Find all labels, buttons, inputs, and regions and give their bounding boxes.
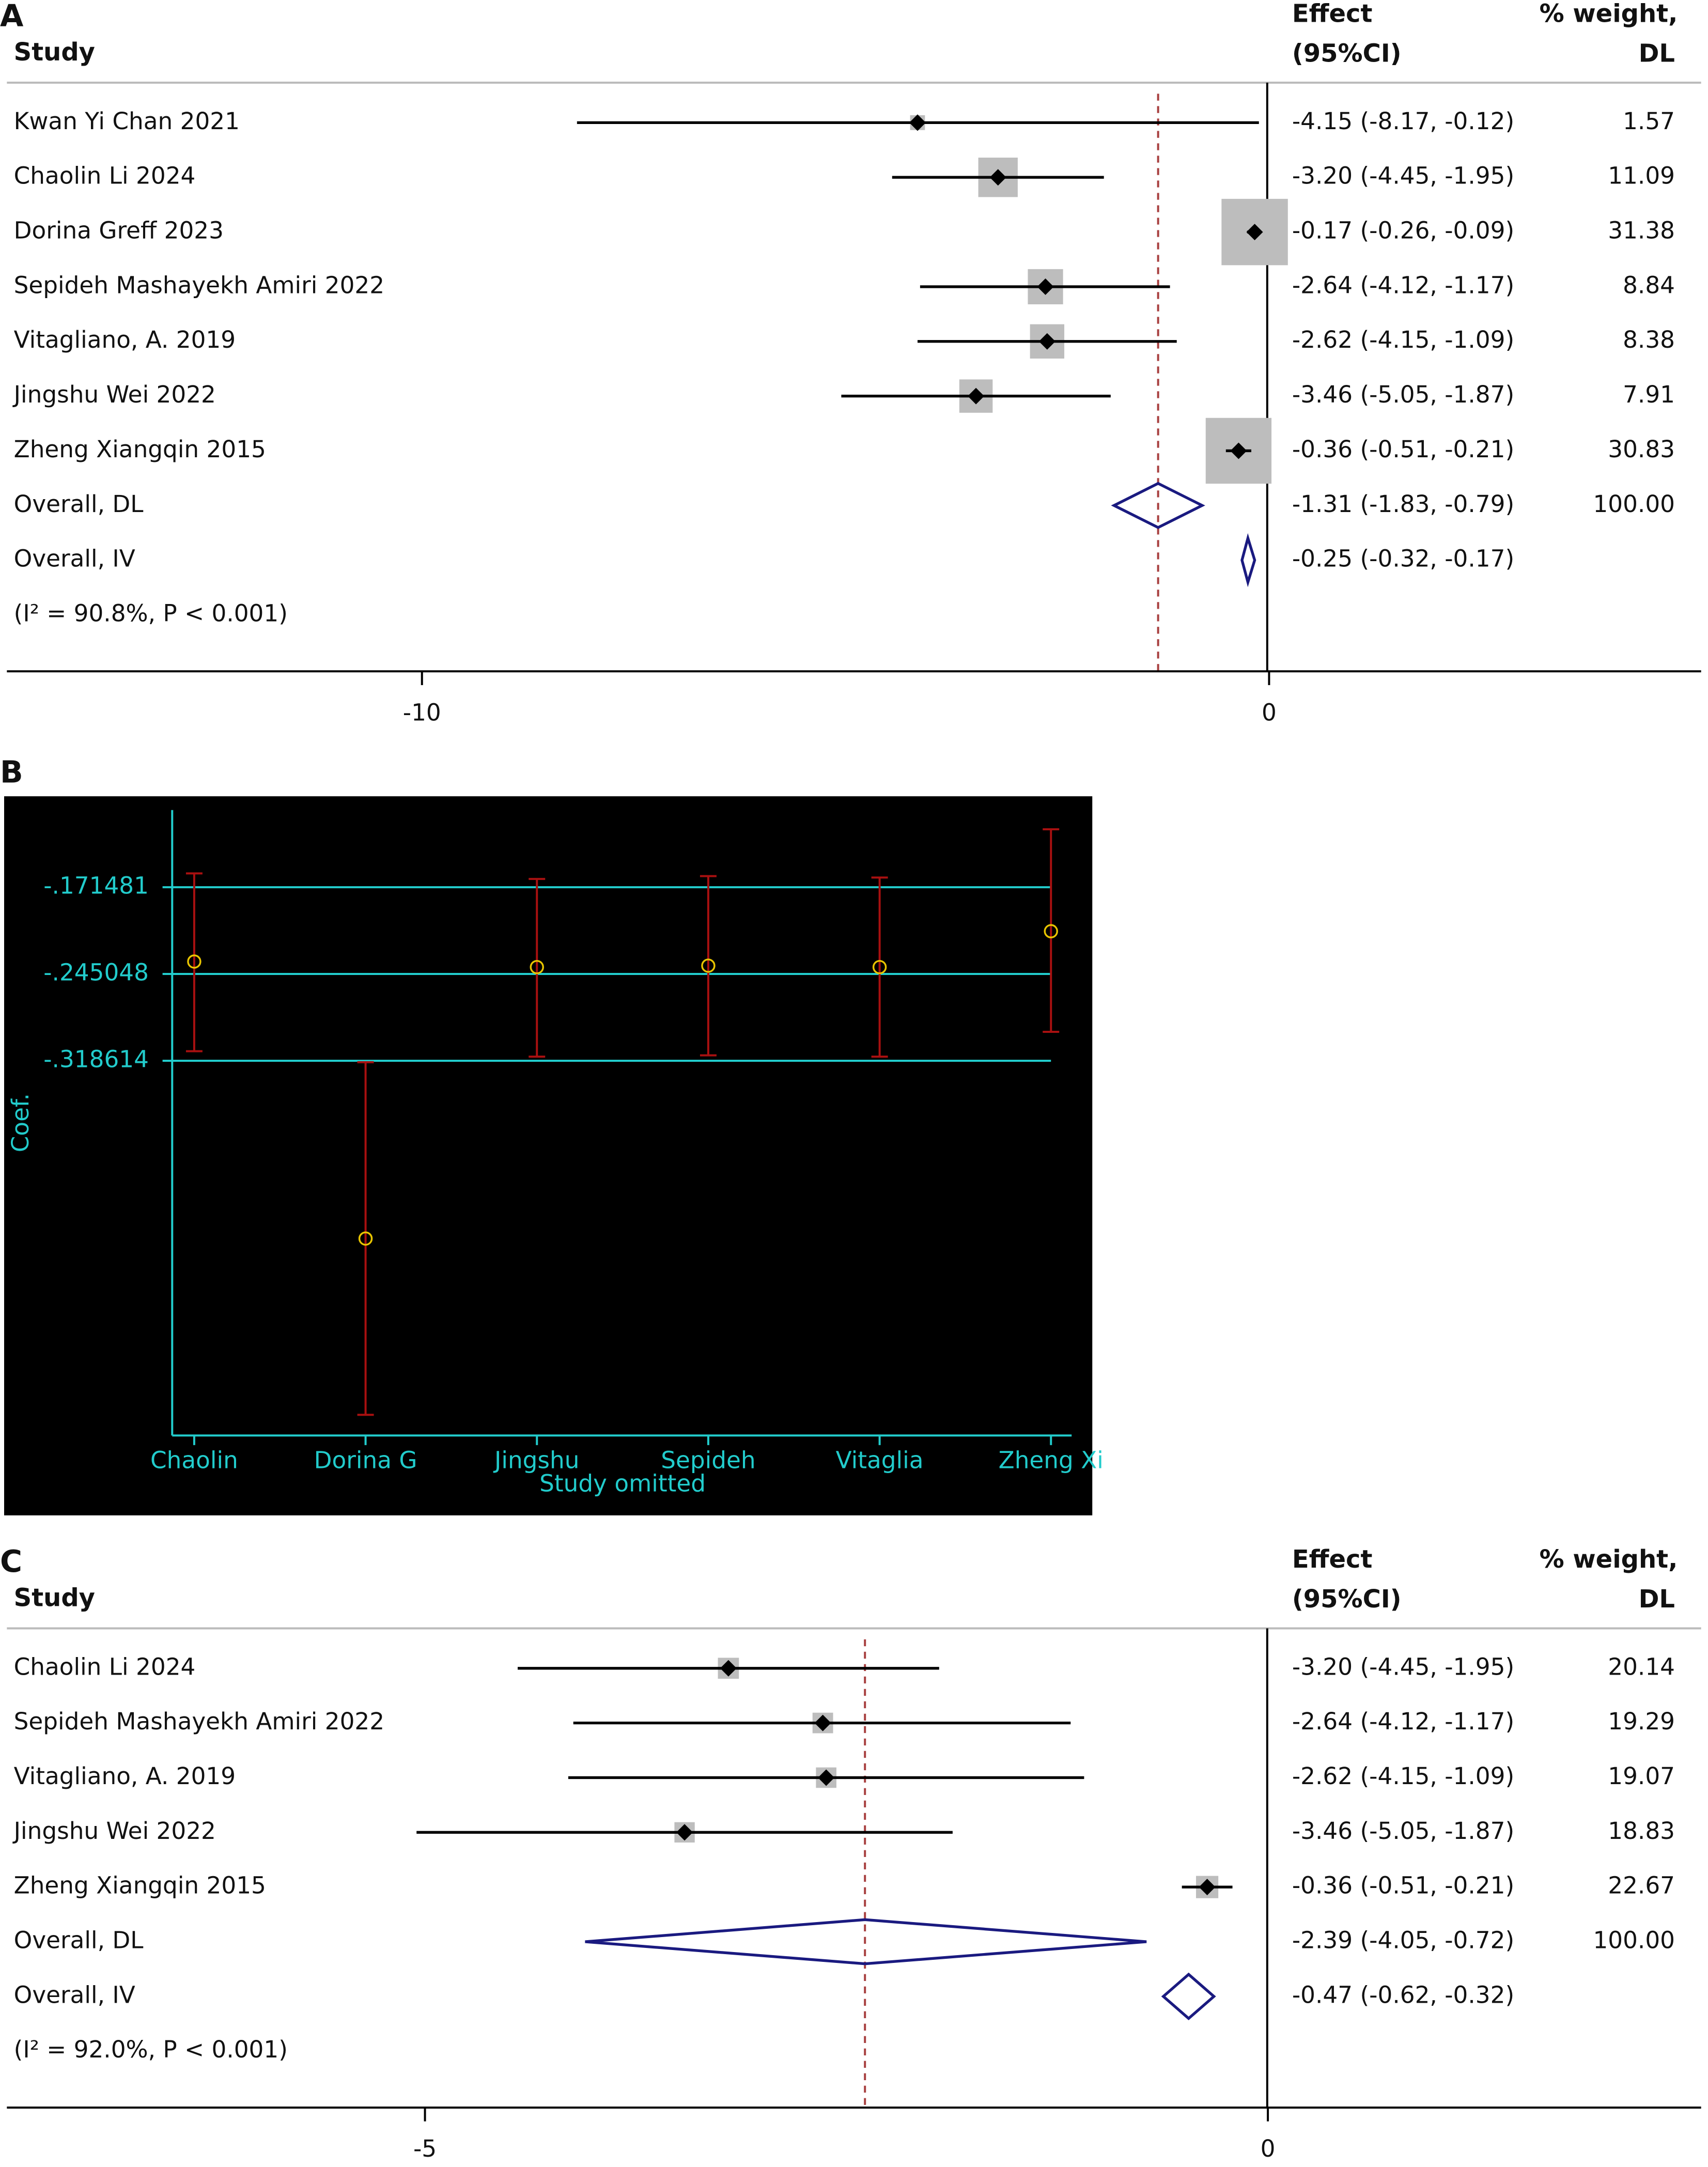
x-tick-label: Dorina G [314,1446,417,1474]
study-name: Sepideh Mashayekh Amiri 2022 [14,271,384,299]
study-name: Chaolin Li 2024 [14,162,196,190]
y-axis-title: Coef. [7,1093,34,1152]
panel-label: C [0,1544,22,1579]
x-tick-label: Vitaglia [836,1446,924,1474]
header-method: DL [1639,39,1675,68]
weight-label: 8.84 [1623,271,1675,299]
weight-label: 22.67 [1608,1872,1675,1899]
y-tick-label: -.318614 [43,1046,149,1073]
weight-label: 19.07 [1608,1762,1675,1790]
header-ci: (95%CI) [1292,39,1402,68]
header-ci: (95%CI) [1292,1585,1402,1614]
effect-label: -4.15 (-8.17, -0.12) [1292,107,1514,135]
effect-label: -2.62 (-4.15, -1.09) [1292,326,1514,353]
weight-label: 11.09 [1608,162,1675,190]
point-estimate [1230,442,1247,459]
point-estimate [720,1660,737,1677]
point [701,958,716,973]
y-tick-label: -.171481 [43,872,149,900]
weight-label: 8.38 [1623,326,1675,353]
study-name: Jingshu Wei 2022 [12,381,216,408]
point-estimate [814,1714,831,1731]
weight-label: 20.14 [1608,1653,1675,1680]
overall-name: Overall, IV [14,1981,135,2008]
point [187,954,201,969]
y-tick-label: -.245048 [43,959,149,986]
x-tick-label: Sepideh [661,1446,755,1474]
x-tick-label: Chaolin [150,1446,238,1474]
weight-label: 31.38 [1608,217,1675,244]
panel-label: A [0,0,24,34]
point [530,959,544,974]
effect-label: -3.46 (-5.05, -1.87) [1292,381,1514,408]
x-axis-title: Study omitted [539,1470,706,1497]
effect-label: -3.46 (-5.05, -1.87) [1292,1817,1514,1845]
point-estimate [989,169,1006,186]
weight-label: 1.57 [1623,107,1675,135]
study-name: Kwan Yi Chan 2021 [14,107,240,135]
effect-label: -3.20 (-4.45, -1.95) [1292,1653,1514,1680]
x-tick-label: Jingshu [493,1446,579,1474]
study-name: Zheng Xiangqin 2015 [14,436,266,463]
study-name: Vitagliano, A. 2019 [14,1762,236,1790]
effect-label: -3.20 (-4.45, -1.95) [1292,162,1514,190]
weight-label: 7.91 [1623,381,1675,408]
effect-label: -2.64 (-4.12, -1.17) [1292,271,1514,299]
effect-label: -0.25 (-0.32, -0.17) [1292,545,1514,572]
overall-name: Overall, IV [14,545,135,572]
point [872,959,887,974]
x-tick-label: -10 [403,699,441,726]
panel-label: B [0,755,23,790]
study-name: Vitagliano, A. 2019 [14,326,236,353]
point [358,1231,373,1246]
point-estimate [818,1769,835,1786]
weight-label: 100.00 [1593,1926,1675,1954]
study-name: Chaolin Li 2024 [14,1653,196,1680]
effect-label: -0.17 (-0.26, -0.09) [1292,217,1514,244]
study-name: Sepideh Mashayekh Amiri 2022 [14,1708,384,1735]
x-tick-label: -5 [413,2135,437,2162]
point-estimate [1246,224,1263,241]
study-name: Jingshu Wei 2022 [12,1817,216,1845]
header-weight: % weight, [1540,0,1678,28]
weight-label: 18.83 [1608,1817,1675,1845]
header-study: Study [14,38,95,67]
header-method: DL [1639,1585,1675,1614]
effect-label: -2.39 (-4.05, -0.72) [1292,1926,1514,1954]
effect-label: -0.36 (-0.51, -0.21) [1292,1872,1514,1899]
pooled-diamond [1161,1972,1216,2021]
x-tick-label: Zheng Xi [999,1446,1104,1474]
effect-label: -2.62 (-4.15, -1.09) [1292,1762,1514,1790]
header-effect: Effect [1292,1545,1373,1574]
point-estimate [1037,278,1054,295]
x-tick-label: 0 [1261,2135,1276,2162]
heterogeneity-note: (I² = 90.8%, P < 0.001) [14,599,288,627]
x-tick-label: 0 [1262,699,1277,726]
study-name: Zheng Xiangqin 2015 [14,1872,266,1899]
heterogeneity-note: (I² = 92.0%, P < 0.001) [14,2036,288,2063]
pooled-diamond [1240,533,1256,587]
point-estimate [909,114,926,131]
weight-label: 19.29 [1608,1708,1675,1735]
weight-label: 100.00 [1593,490,1675,518]
effect-label: -0.47 (-0.62, -0.32) [1292,1981,1514,2008]
pooled-diamond [1111,482,1205,529]
header-effect: Effect [1292,0,1373,28]
effect-label: -2.64 (-4.12, -1.17) [1292,1708,1514,1735]
point-estimate [968,388,985,405]
overall-name: Overall, DL [14,490,144,518]
plot-background [4,796,1093,1515]
overall-name: Overall, DL [14,1926,144,1954]
point-estimate [1038,333,1055,350]
effect-label: -0.36 (-0.51, -0.21) [1292,436,1514,463]
header-weight: % weight, [1540,1545,1678,1574]
study-name: Dorina Greff 2023 [14,217,224,244]
pooled-diamond [585,1918,1147,1965]
header-study: Study [14,1583,95,1612]
weight-label: 30.83 [1608,436,1675,463]
point [1044,924,1058,939]
effect-label: -1.31 (-1.83, -0.79) [1292,490,1514,518]
